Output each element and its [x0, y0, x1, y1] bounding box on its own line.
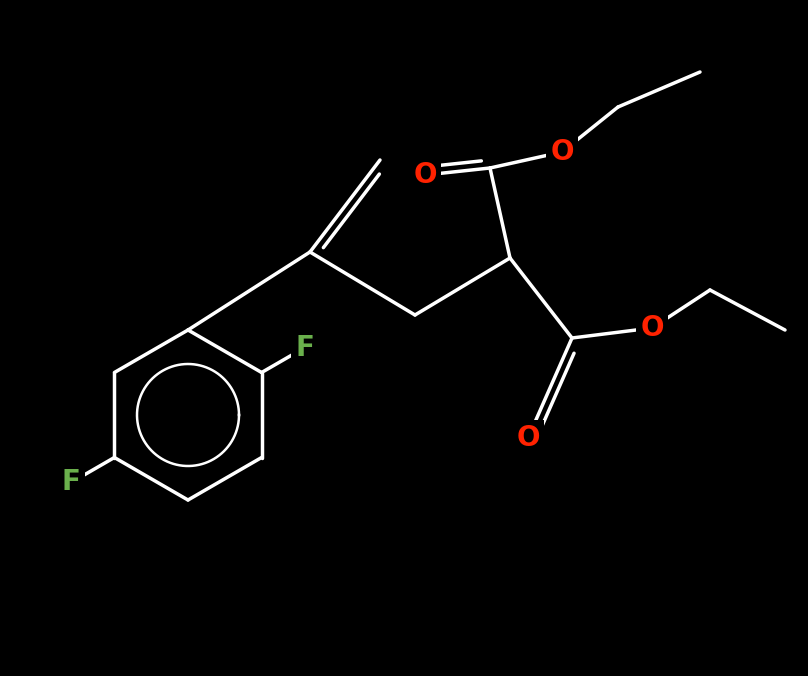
Text: F: F	[61, 468, 81, 496]
Text: F: F	[296, 333, 314, 362]
Text: O: O	[413, 161, 437, 189]
Text: O: O	[516, 424, 540, 452]
Text: O: O	[550, 138, 574, 166]
Text: O: O	[640, 314, 663, 342]
